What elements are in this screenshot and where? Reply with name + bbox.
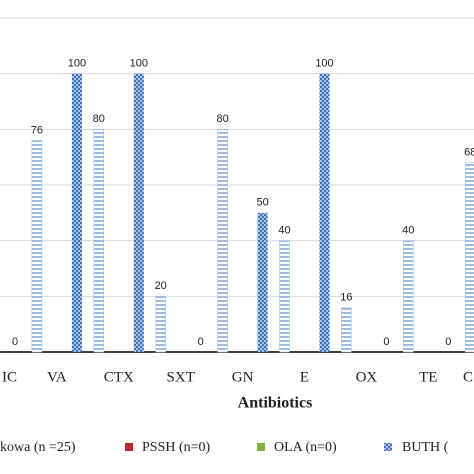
value-label: 76 — [31, 124, 43, 136]
x-tick-label: TE — [419, 369, 437, 385]
x-tick-label: OX — [356, 369, 378, 385]
bar — [217, 129, 228, 353]
x-tick-label: IC — [2, 369, 17, 385]
value-label: 100 — [315, 58, 333, 70]
bar — [71, 73, 82, 353]
bar — [155, 296, 166, 353]
bar — [341, 307, 352, 353]
bar — [31, 140, 43, 353]
bar — [133, 73, 144, 353]
value-label: 0 — [383, 336, 389, 348]
value-label: 100 — [130, 58, 148, 70]
legend-swatch — [257, 443, 265, 451]
legend-swatch — [384, 443, 392, 451]
x-tick-label: VA — [47, 369, 67, 385]
x-tick-label: SXT — [167, 369, 195, 385]
x-tick-label: C — [463, 369, 473, 385]
bar — [464, 162, 474, 353]
x-tick-label: E — [300, 369, 309, 385]
bar — [319, 73, 330, 353]
value-label: 20 — [155, 280, 167, 292]
legend-label: OLA (n=0) — [274, 440, 337, 455]
value-label: 0 — [445, 336, 451, 348]
bar — [257, 212, 268, 352]
x-axis-title: Antibiotics — [238, 395, 313, 412]
value-label: 40 — [402, 225, 414, 237]
value-label: 40 — [278, 225, 290, 237]
value-label: 100 — [68, 58, 86, 70]
legend-label: BUTH ( — [402, 440, 449, 455]
legend-swatch — [125, 443, 133, 451]
x-tick-label: GN — [232, 369, 254, 385]
value-label: 68 — [464, 147, 474, 159]
bar — [279, 240, 290, 353]
value-label: 80 — [93, 113, 105, 125]
legend-label: kowa (n =25) — [0, 440, 76, 455]
value-label: 0 — [12, 336, 18, 348]
x-tick-label: CTX — [104, 369, 134, 385]
value-label: 16 — [340, 291, 352, 303]
legend-label: PSSH (n=0) — [142, 440, 211, 455]
value-label: 80 — [216, 113, 228, 125]
value-label: 0 — [198, 336, 204, 348]
bar — [93, 129, 105, 353]
bar — [403, 240, 414, 353]
value-label: 50 — [256, 197, 268, 209]
